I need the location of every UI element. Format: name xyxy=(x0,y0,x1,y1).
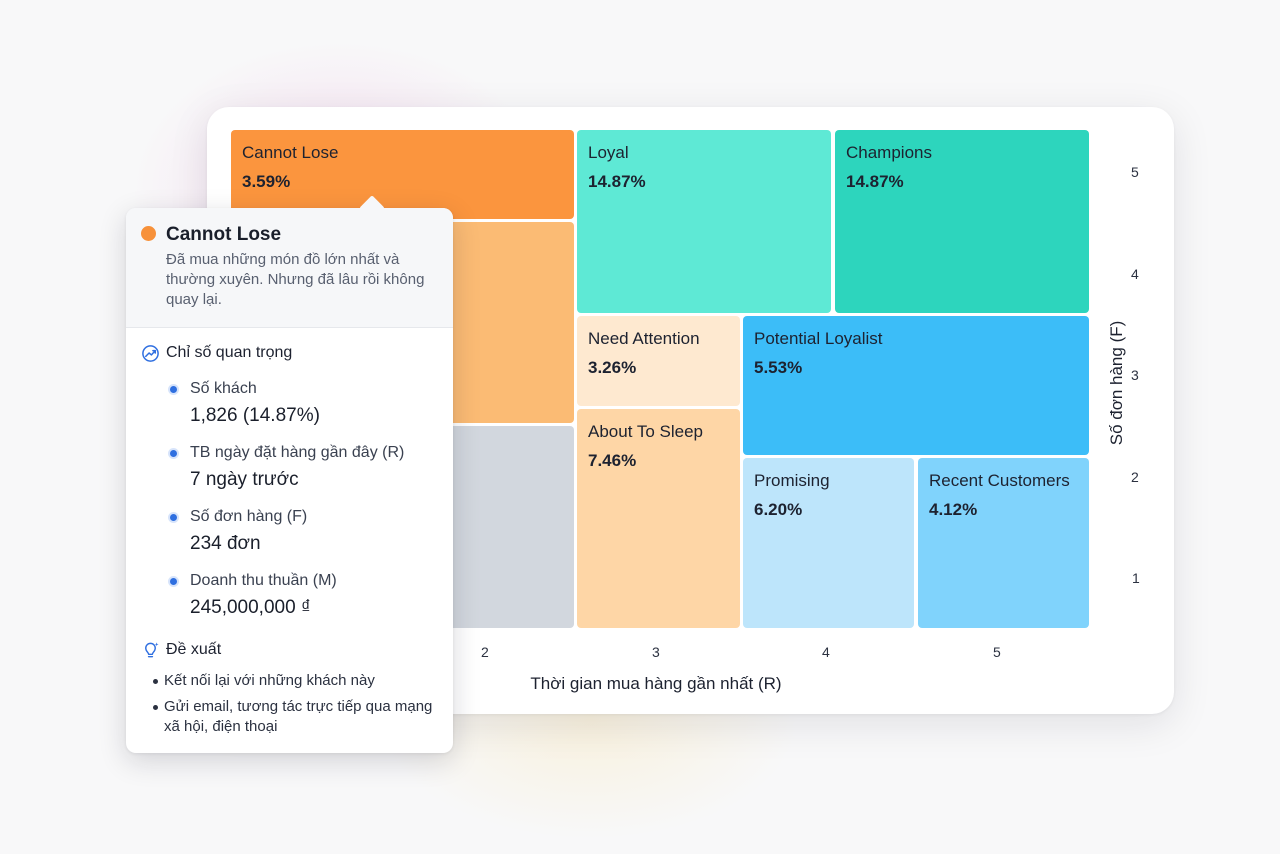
y-tick: 4 xyxy=(1131,266,1139,282)
metric-revenue: Doanh thu thuần (M) 245,000,000 ₫ xyxy=(168,572,337,619)
segment-need-attention[interactable]: Need Attention 3.26% xyxy=(577,316,740,406)
segment-percent: 7.46% xyxy=(588,451,637,470)
segment-name: Recent Customers xyxy=(929,471,1070,490)
x-tick: 4 xyxy=(822,644,830,660)
y-axis-label: Số đơn hàng (F) xyxy=(1107,320,1126,446)
segment-name: Potential Loyalist xyxy=(754,329,883,348)
metric-value: 1,826 (14.87%) xyxy=(190,405,320,426)
segment-potential-loyalist[interactable]: Potential Loyalist 5.53% xyxy=(743,316,1089,455)
metric-recency: TB ngày đặt hàng gần đây (R) 7 ngày trướ… xyxy=(168,444,405,491)
lightbulb-icon xyxy=(145,642,159,658)
segment-percent: 3.59% xyxy=(242,172,291,191)
metric-bullet xyxy=(168,384,179,395)
segment-champions[interactable]: Champions 14.87% xyxy=(835,130,1089,313)
trend-chart-icon xyxy=(142,345,159,362)
metric-label: Số đơn hàng (F) xyxy=(190,508,308,525)
segment-recent-customers[interactable]: Recent Customers 4.12% xyxy=(918,458,1089,628)
segment-name: Loyal xyxy=(588,143,629,162)
metric-customers: Số khách 1,826 (14.87%) xyxy=(168,380,320,427)
metric-frequency: Số đơn hàng (F) 234 đơn xyxy=(168,508,308,555)
segment-name: Champions xyxy=(846,143,932,162)
metric-value: 245,000,000 ₫ xyxy=(190,597,311,618)
segment-loyal[interactable]: Loyal 14.87% xyxy=(577,130,831,313)
metric-bullet xyxy=(168,576,179,587)
segment-percent: 14.87% xyxy=(588,172,646,191)
tooltip-description: Đã mua những món đồ lớn nhất và thường x… xyxy=(166,251,425,308)
tooltip-title: Cannot Lose xyxy=(166,224,282,245)
metric-bullet xyxy=(168,512,179,523)
metrics-section-title: Chỉ số quan trọng xyxy=(166,344,293,361)
y-tick: 1 xyxy=(1132,570,1140,586)
segment-cannot-lose[interactable]: Cannot Lose 3.59% xyxy=(231,130,574,219)
segment-color-dot xyxy=(141,226,156,241)
y-tick: 5 xyxy=(1131,164,1139,180)
segment-tooltip: Cannot Lose Đã mua những món đồ lớn nhất… xyxy=(126,195,453,753)
x-axis-label: Thời gian mua hàng gần nhất (R) xyxy=(530,674,782,693)
metric-bullet xyxy=(168,448,179,459)
metric-label: Doanh thu thuần (M) xyxy=(190,572,337,589)
metric-value: 234 đơn xyxy=(190,533,261,554)
segment-name: Need Attention xyxy=(588,329,700,348)
suggestions-section-title: Đề xuất xyxy=(166,641,222,658)
segment-name: Cannot Lose xyxy=(242,143,339,162)
metric-label: Số khách xyxy=(190,380,257,397)
segment-about-to-sleep[interactable]: About To Sleep 7.46% xyxy=(577,409,740,628)
x-tick: 3 xyxy=(652,644,660,660)
metric-value: 7 ngày trước xyxy=(190,469,299,490)
segment-percent: 4.12% xyxy=(929,500,978,519)
segment-percent: 5.53% xyxy=(754,358,803,377)
suggestion-item: Kết nối lại với những khách này xyxy=(153,671,434,691)
x-tick: 5 xyxy=(993,644,1001,660)
x-tick: 2 xyxy=(481,644,489,660)
metric-label: TB ngày đặt hàng gần đây (R) xyxy=(190,444,405,461)
segment-percent: 6.20% xyxy=(754,500,803,519)
segment-name: Promising xyxy=(754,471,830,490)
segment-percent: 14.87% xyxy=(846,172,904,191)
y-tick: 3 xyxy=(1131,367,1139,383)
segment-promising[interactable]: Promising 6.20% xyxy=(743,458,914,628)
tooltip-header: Cannot Lose Đã mua những món đồ lớn nhất… xyxy=(126,208,453,328)
y-tick: 2 xyxy=(1131,469,1139,485)
segment-percent: 3.26% xyxy=(588,358,637,377)
suggestion-item: Gửi email, tương tác trực tiếp qua mạng … xyxy=(153,698,433,735)
segment-name: About To Sleep xyxy=(588,422,703,441)
